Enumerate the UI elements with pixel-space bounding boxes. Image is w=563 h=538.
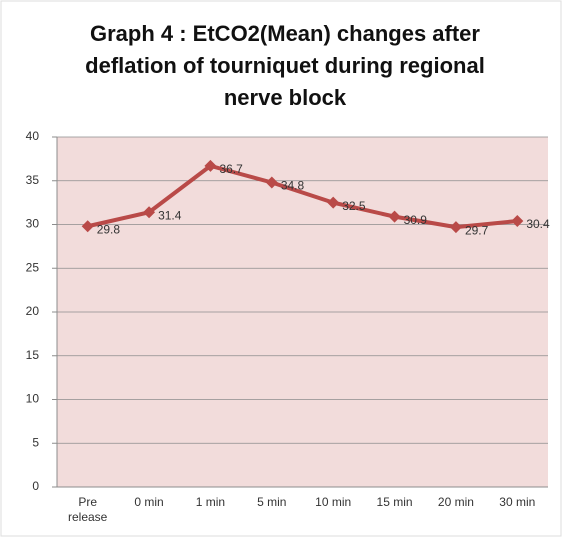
y-tick-label: 5: [32, 435, 39, 449]
marker: [143, 206, 156, 219]
data-label: 32.5: [342, 199, 366, 213]
data-label: 31.4: [158, 208, 182, 222]
marker: [81, 220, 94, 233]
x-tick-label: 1 min: [195, 495, 226, 509]
chart-title: Graph 4 : EtCO2(Mean) changes after defl…: [85, 21, 485, 110]
x-tick-label: 0 min: [134, 495, 164, 509]
x-tick-label: 10 min: [315, 495, 352, 509]
data-label: 29.8: [97, 222, 121, 236]
x-tick-label: 15 min: [376, 495, 413, 509]
y-tick-label: 35: [26, 173, 40, 187]
y-tick-label: 0: [32, 479, 39, 493]
data-label: 30.9: [404, 213, 428, 227]
x-tick-label: 30 min: [499, 495, 536, 509]
marker: [511, 215, 524, 227]
marker: [265, 176, 278, 189]
y-tick-label: 10: [26, 392, 40, 406]
data-label: 34.8: [281, 179, 305, 193]
data-label: 30.4: [526, 217, 550, 231]
y-tick-label: 40: [26, 129, 40, 143]
line: [87, 163, 518, 230]
marker: [204, 159, 217, 172]
y-tick-label: 30: [26, 217, 40, 231]
x-tick-label: Pre release: [68, 495, 108, 524]
y-tick-label: 25: [26, 260, 40, 274]
x-tick-label: 5 min: [257, 495, 287, 509]
y-tick-label: 15: [26, 348, 40, 362]
x-tick-label: 20 min: [437, 495, 474, 509]
data-label: 36.7: [219, 162, 243, 176]
data-label: 29.7: [465, 223, 489, 237]
marker: [327, 196, 340, 209]
y-tick-label: 20: [26, 304, 40, 318]
marker: [449, 221, 462, 234]
marker: [388, 210, 401, 223]
